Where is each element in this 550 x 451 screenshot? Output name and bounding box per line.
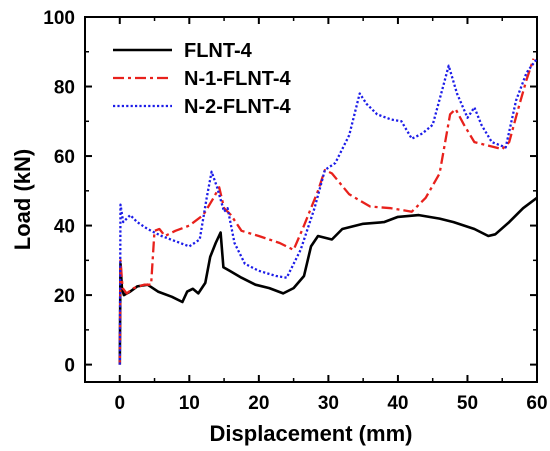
y-tick-label: 20 (54, 286, 75, 307)
x-axis-title: Displacement (mm) (210, 421, 413, 446)
series-line-flnt-4 (118, 196, 537, 365)
x-tick-label: 40 (387, 393, 408, 414)
legend: FLNT-4 N-1-FLNT-4 N-2-FLNT-4 (113, 40, 292, 118)
legend-label: N-2-FLNT-4 (184, 96, 292, 118)
y-tick-label: 80 (54, 78, 75, 99)
series-line-n-1-flnt-4 (118, 58, 535, 365)
series-layer (118, 58, 537, 365)
y-tick-label: 0 (64, 356, 75, 377)
y-tick-label: 60 (54, 147, 75, 168)
y-tick-label: 100 (43, 8, 75, 29)
legend-label: FLNT-4 (184, 40, 253, 62)
legend-label: N-1-FLNT-4 (184, 68, 292, 90)
y-tick-label: 40 (54, 217, 75, 238)
y-axis-title: Load (kN) (10, 149, 35, 250)
plot-frame (84, 16, 538, 383)
x-tick-label: 20 (248, 393, 269, 414)
series-line-n-2-flnt-4 (118, 58, 537, 365)
x-tick-label: 0 (114, 393, 125, 414)
x-tick-label: 60 (526, 393, 547, 414)
x-tick-label: 50 (457, 393, 478, 414)
x-tick-label: 30 (318, 393, 339, 414)
x-tick-label: 10 (179, 393, 200, 414)
axis-layer: 0 10 20 30 40 50 60 0 20 40 60 80 100 (43, 8, 547, 414)
